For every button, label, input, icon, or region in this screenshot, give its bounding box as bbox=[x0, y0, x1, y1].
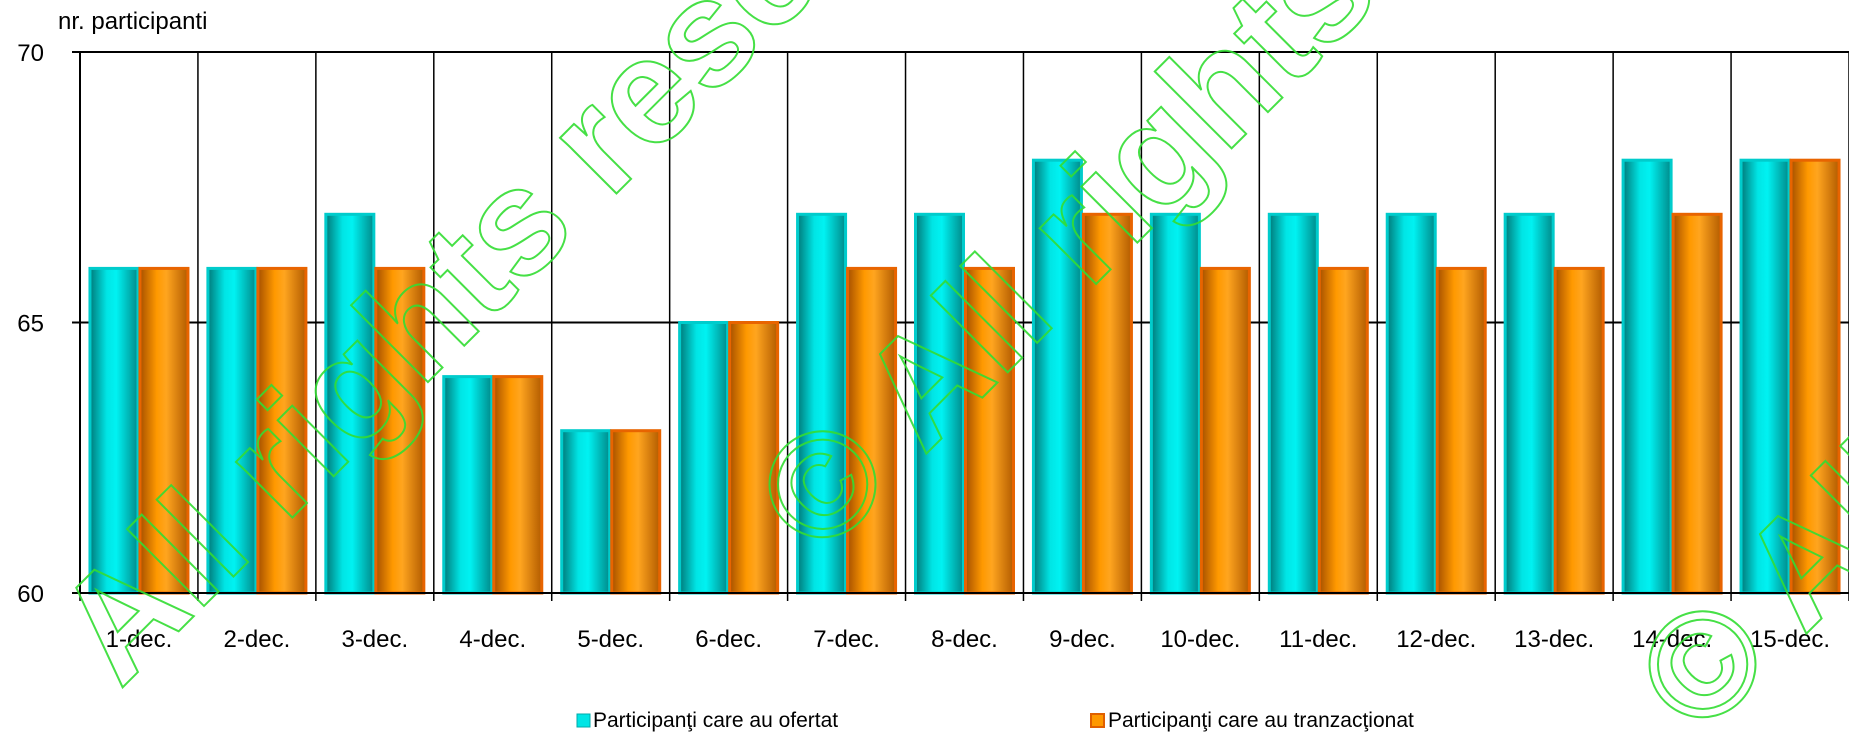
bar-tranzactionat bbox=[374, 266, 426, 595]
bar-tranzactionat bbox=[1671, 212, 1723, 595]
bar-tranzactionat bbox=[1553, 266, 1605, 595]
bar-ofertat bbox=[1503, 212, 1555, 595]
bar-tranzactionat bbox=[1081, 212, 1133, 595]
legend: Participanţi care au ofertat Participanţ… bbox=[576, 709, 1414, 732]
legend-swatch-ofertat bbox=[576, 713, 591, 728]
x-tick-label: 8-dec. bbox=[931, 626, 998, 653]
bar-ofertat bbox=[206, 266, 258, 595]
bar-ofertat bbox=[678, 321, 730, 595]
bar-ofertat bbox=[88, 266, 140, 595]
bar-ofertat bbox=[914, 212, 965, 595]
bar-ofertat bbox=[560, 429, 612, 595]
bar-ofertat bbox=[1385, 212, 1437, 595]
bar-tranzactionat bbox=[846, 266, 898, 595]
bar-ofertat bbox=[1621, 158, 1673, 595]
x-tick-label: 15-dec. bbox=[1750, 626, 1830, 653]
legend-label-tranzactionat: Participanţi care au tranzacţionat bbox=[1108, 709, 1414, 732]
legend-swatch-tranzactionat bbox=[1090, 713, 1105, 728]
x-tick-label: 9-dec. bbox=[1049, 626, 1116, 653]
bar-ofertat bbox=[324, 212, 376, 595]
bars bbox=[88, 158, 1841, 595]
y-tick-label: 60 bbox=[17, 581, 44, 608]
bar-ofertat bbox=[1031, 158, 1083, 595]
x-tick-labels: 1-dec. 2-dec. 3-dec. 4-dec. 5-dec. 6-dec. 7-de… bbox=[106, 626, 1830, 653]
bar-ofertat bbox=[1267, 212, 1319, 595]
x-tick-label: 5-dec. bbox=[577, 626, 644, 653]
bar-tranzactionat bbox=[1435, 266, 1487, 595]
bar-tranzactionat bbox=[1199, 266, 1251, 595]
x-tick-label: 14-dec. bbox=[1632, 626, 1712, 653]
bar-tranzactionat bbox=[1317, 266, 1369, 595]
x-tick-label: 10-dec. bbox=[1160, 626, 1240, 653]
x-tick-label: 7-dec. bbox=[813, 626, 880, 653]
bar-ofertat bbox=[1739, 158, 1791, 595]
x-tick-label: 13-dec. bbox=[1514, 626, 1594, 653]
y-axis-label: nr. participanti bbox=[58, 8, 207, 35]
bar-tranzactionat bbox=[964, 266, 1015, 595]
bar-ofertat bbox=[1149, 212, 1201, 595]
x-tick-label: 11-dec. bbox=[1279, 626, 1357, 653]
x-tick-label: 12-dec. bbox=[1396, 626, 1476, 653]
bar-tranzactionat bbox=[610, 429, 662, 595]
bar-tranzactionat bbox=[1789, 158, 1841, 595]
x-tick-label: 4-dec. bbox=[459, 626, 526, 653]
axes bbox=[72, 51, 1849, 594]
bar-tranzactionat bbox=[492, 375, 544, 595]
y-tick-label: 70 bbox=[17, 40, 44, 67]
bar-ofertat bbox=[442, 375, 494, 595]
y-tick-label: 65 bbox=[17, 311, 44, 338]
x-tick-label: 1-dec. bbox=[106, 626, 173, 653]
bar-tranzactionat bbox=[256, 266, 308, 595]
x-tick-label: 3-dec. bbox=[341, 626, 408, 653]
bar-tranzactionat bbox=[728, 321, 780, 595]
bar-ofertat bbox=[796, 212, 848, 595]
x-tick-label: 2-dec. bbox=[224, 626, 291, 653]
y-tick-labels: 60 65 70 bbox=[17, 40, 44, 608]
bar-tranzactionat bbox=[138, 266, 190, 595]
legend-label-ofertat: Participanţi care au ofertat bbox=[593, 709, 838, 732]
x-tick-label: 6-dec. bbox=[695, 626, 762, 653]
